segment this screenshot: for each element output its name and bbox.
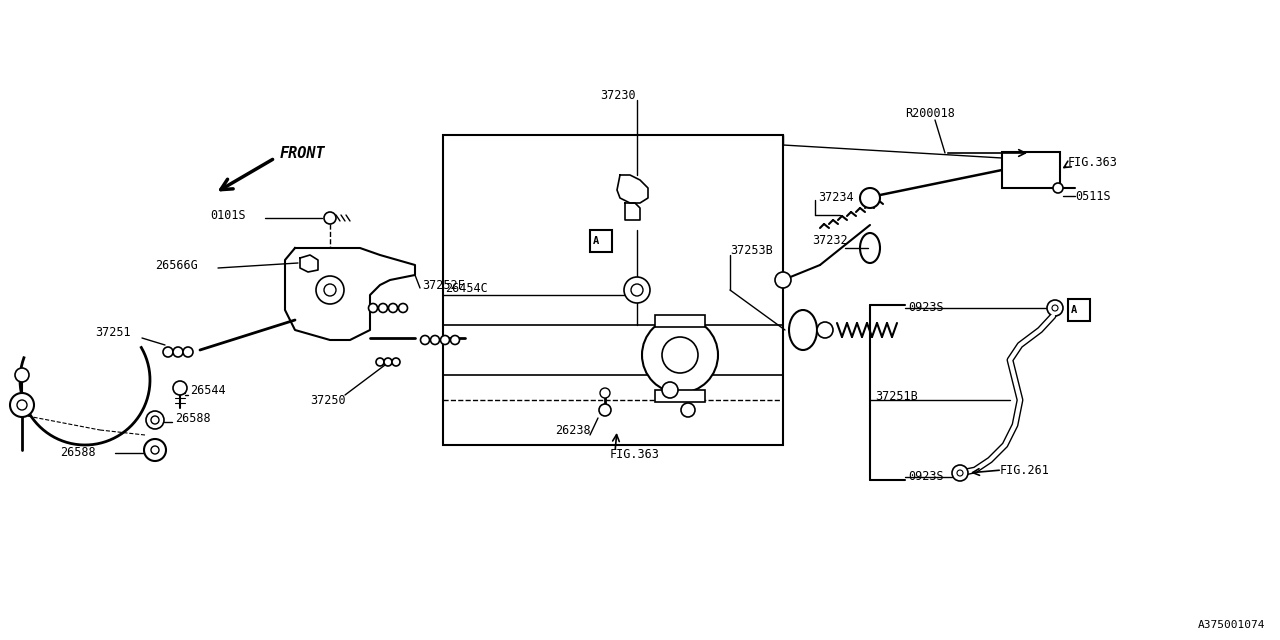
Circle shape xyxy=(173,347,183,357)
Circle shape xyxy=(379,303,388,312)
Circle shape xyxy=(183,347,193,357)
Text: 0511S: 0511S xyxy=(1075,189,1111,202)
Text: 26238: 26238 xyxy=(556,424,590,436)
Text: 37252F: 37252F xyxy=(422,278,465,291)
Circle shape xyxy=(625,277,650,303)
Circle shape xyxy=(389,303,398,312)
Circle shape xyxy=(681,403,695,417)
Bar xyxy=(1002,152,1060,188)
Circle shape xyxy=(324,284,337,296)
Circle shape xyxy=(17,400,27,410)
Circle shape xyxy=(376,358,384,366)
Circle shape xyxy=(151,446,159,454)
Circle shape xyxy=(430,335,439,344)
Text: 0923S: 0923S xyxy=(908,470,943,483)
Circle shape xyxy=(1052,305,1059,311)
Circle shape xyxy=(662,337,698,373)
Text: 26544: 26544 xyxy=(189,383,225,397)
Text: 37251: 37251 xyxy=(95,326,131,339)
Text: 37234: 37234 xyxy=(818,191,854,204)
Circle shape xyxy=(146,411,164,429)
Bar xyxy=(1068,299,1091,321)
Circle shape xyxy=(173,381,187,395)
Circle shape xyxy=(15,368,29,382)
Bar xyxy=(590,230,612,252)
Polygon shape xyxy=(617,175,648,203)
Text: FIG.363: FIG.363 xyxy=(1068,156,1117,168)
Circle shape xyxy=(957,470,963,476)
Text: FIG.363: FIG.363 xyxy=(611,449,660,461)
Text: 37250: 37250 xyxy=(310,394,346,406)
Polygon shape xyxy=(625,203,640,220)
Circle shape xyxy=(440,335,449,344)
Circle shape xyxy=(662,382,678,398)
Text: 37253B: 37253B xyxy=(730,243,773,257)
Text: A: A xyxy=(593,236,599,246)
Circle shape xyxy=(451,335,460,344)
Text: 26588: 26588 xyxy=(60,447,96,460)
Text: 26454C: 26454C xyxy=(445,282,488,294)
Circle shape xyxy=(316,276,344,304)
Circle shape xyxy=(1047,300,1062,316)
Text: 26588: 26588 xyxy=(175,412,211,424)
Text: FRONT: FRONT xyxy=(280,145,325,161)
Bar xyxy=(655,390,705,402)
Circle shape xyxy=(392,358,401,366)
Bar xyxy=(655,315,705,327)
Circle shape xyxy=(860,188,881,208)
Circle shape xyxy=(952,465,968,481)
Circle shape xyxy=(324,212,337,224)
Circle shape xyxy=(1053,183,1062,193)
Circle shape xyxy=(774,272,791,288)
Text: 0923S: 0923S xyxy=(908,301,943,314)
Text: 37232: 37232 xyxy=(812,234,847,246)
Polygon shape xyxy=(300,255,317,272)
Bar xyxy=(443,135,783,445)
Text: 37251B: 37251B xyxy=(876,390,918,403)
Circle shape xyxy=(145,439,166,461)
Text: 37230: 37230 xyxy=(600,88,636,102)
Circle shape xyxy=(643,317,718,393)
Circle shape xyxy=(384,358,392,366)
Circle shape xyxy=(163,347,173,357)
Circle shape xyxy=(398,303,407,312)
Text: 0101S: 0101S xyxy=(210,209,246,221)
Circle shape xyxy=(600,388,611,398)
Circle shape xyxy=(151,416,159,424)
Circle shape xyxy=(631,284,643,296)
Circle shape xyxy=(817,322,833,338)
Circle shape xyxy=(369,303,378,312)
Circle shape xyxy=(10,393,35,417)
Circle shape xyxy=(599,404,611,416)
Polygon shape xyxy=(285,248,415,340)
Text: R200018: R200018 xyxy=(905,106,955,120)
Text: 26566G: 26566G xyxy=(155,259,197,271)
Text: A: A xyxy=(1071,305,1078,315)
Text: FIG.261: FIG.261 xyxy=(1000,463,1050,477)
Circle shape xyxy=(421,335,430,344)
Text: A375001074: A375001074 xyxy=(1198,620,1265,630)
